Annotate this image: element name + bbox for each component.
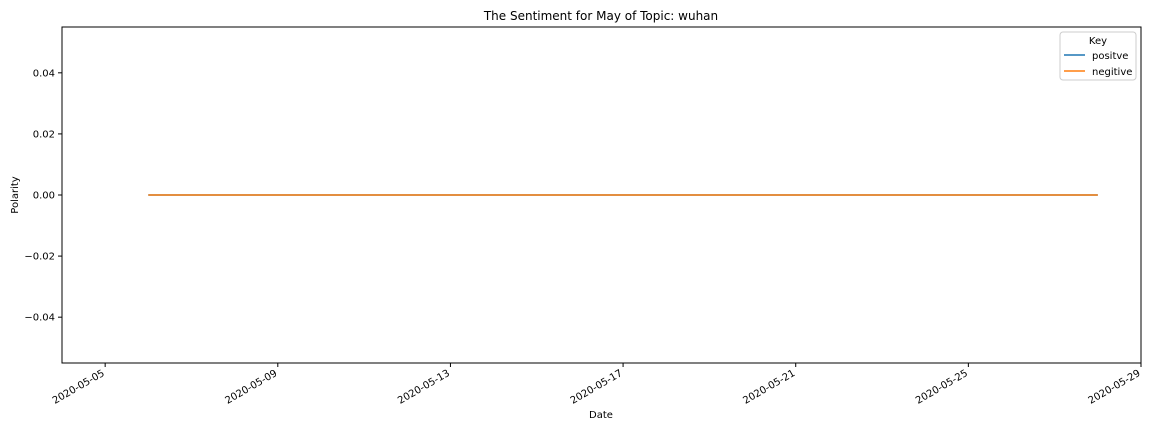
legend-label-positve: positve (1092, 51, 1128, 62)
legend-title: Key (1089, 36, 1107, 47)
y-tick-label: 0.02 (33, 129, 55, 140)
chart-title: The Sentiment for May of Topic: wuhan (483, 9, 718, 23)
y-axis: 0.04 0.02 0.00 −0.02 −0.04 (24, 68, 62, 324)
y-axis-label: Polarity (10, 176, 21, 214)
y-tick-label: −0.04 (24, 313, 55, 324)
legend-box (1059, 31, 1137, 81)
legend-label-negitive: negitive (1092, 67, 1132, 78)
y-tick-label: −0.02 (24, 252, 55, 263)
y-tick-label: 0.04 (33, 68, 55, 79)
x-axis-label: Date (589, 410, 613, 421)
y-tick-label: 0.00 (33, 191, 55, 202)
legend: Key positve negitive (1059, 31, 1137, 81)
